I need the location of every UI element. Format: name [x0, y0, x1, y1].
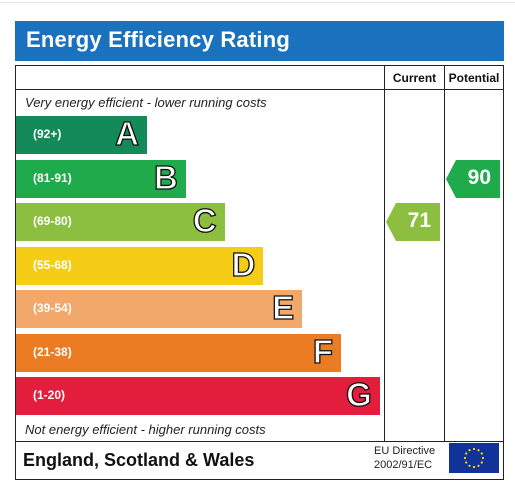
chart-header: Energy Efficiency Rating	[15, 21, 504, 61]
band-range-label: (81-91)	[33, 170, 72, 185]
current-arrow-shape	[386, 203, 440, 241]
flag-star	[463, 456, 467, 460]
band-e: (39-54) E	[16, 288, 303, 328]
directive-line-1: EU Directive	[374, 445, 436, 457]
band-letter: F	[312, 332, 333, 370]
band-d: (55-68) D	[16, 245, 264, 285]
potential-rating-value: 90	[467, 165, 491, 189]
band-range-label: (92+)	[33, 127, 62, 141]
chart-title: Energy Efficiency Rating	[26, 27, 290, 52]
flag-star	[472, 465, 476, 469]
flag-star	[468, 464, 471, 467]
flag-star	[477, 449, 480, 452]
eu-directive-text: EU Directive 2002/91/EC	[374, 444, 435, 472]
band-c: (69-80) C	[16, 201, 225, 241]
current-rating-arrow: 71	[386, 203, 440, 241]
flag-star	[472, 447, 476, 451]
divider-potential	[444, 66, 445, 441]
footer-row-line	[16, 441, 503, 442]
flag-star	[480, 452, 483, 455]
eu-flag-icon	[449, 443, 499, 473]
band-b: (81-91) B	[16, 158, 186, 198]
flag-star	[468, 449, 471, 452]
note-inefficient: Not energy efficient - higher running co…	[25, 422, 266, 437]
potential-arrow-shape	[446, 159, 500, 198]
column-potential-label: Potential	[448, 71, 500, 85]
band-range-label: (1-20)	[33, 388, 66, 402]
header-row-line	[16, 89, 503, 90]
flag-star	[477, 464, 480, 467]
top-divider	[0, 2, 515, 3]
chart-frame: Current Potential Very energy efficient …	[15, 65, 504, 480]
band-letter: A	[115, 114, 140, 152]
directive-line-2: 2002/91/EC	[374, 459, 433, 471]
band-a: (92+) A	[16, 114, 147, 154]
band-range-label: (39-54)	[33, 301, 72, 315]
band-letter: D	[231, 245, 256, 283]
band-g: (1-20) G	[16, 375, 380, 415]
band-letter: E	[272, 288, 295, 326]
band-range-label: (55-68)	[33, 257, 72, 272]
note-efficient: Very energy efficient - lower running co…	[25, 95, 267, 110]
band-letter: B	[153, 158, 178, 196]
divider-current	[384, 66, 385, 441]
band-range-label: (69-80)	[33, 214, 72, 228]
energy-rating-chart: Energy Efficiency Rating Current Potenti…	[15, 21, 504, 480]
flag-star	[481, 456, 485, 460]
band-range-label: (21-38)	[33, 344, 72, 359]
column-current-label: Current	[392, 71, 437, 85]
band-f: (21-38) F	[16, 332, 341, 372]
flag-star	[465, 461, 468, 464]
potential-rating-arrow: 90	[446, 159, 500, 198]
band-letter: C	[192, 201, 217, 239]
band-letter: G	[345, 375, 372, 413]
flag-star	[465, 452, 468, 455]
flag-star	[480, 461, 483, 464]
current-rating-value: 71	[407, 209, 431, 232]
region-label: England, Scotland & Wales	[23, 450, 255, 470]
